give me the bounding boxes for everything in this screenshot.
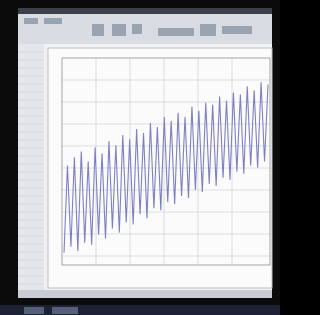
screenshot — [0, 0, 280, 315]
taskbar-button[interactable] — [52, 307, 78, 314]
row-headers — [18, 44, 44, 296]
title-bar — [18, 8, 272, 14]
sheet-tabs[interactable] — [18, 290, 272, 298]
taskbar-button[interactable] — [24, 307, 44, 314]
page: (() => { const data = JSON.parse(documen… — [0, 0, 280, 315]
